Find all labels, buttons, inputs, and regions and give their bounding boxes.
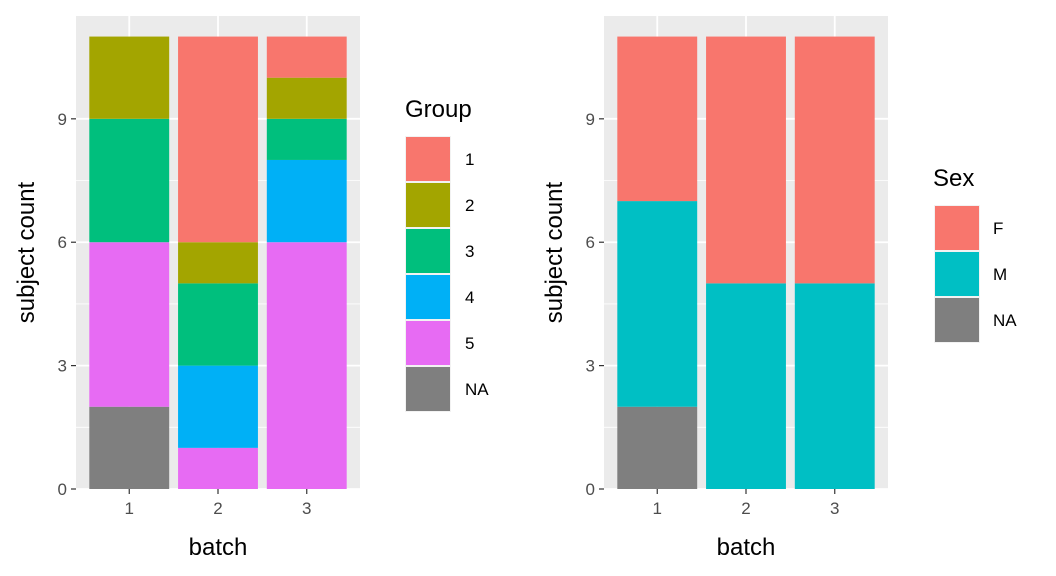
bar-segment-3-2	[266, 77, 347, 119]
bar-segment-3-4	[266, 159, 347, 243]
x-tick-label: 1	[125, 499, 134, 518]
bar-segment-3-M	[794, 283, 875, 489]
legend-title: Group	[405, 96, 472, 123]
y-tick-label: 0	[58, 480, 67, 499]
legend-label-F: F	[993, 219, 1003, 238]
legend-key-NA	[406, 367, 450, 411]
bar-segment-1-NA	[617, 406, 698, 489]
bar-segment-1-M	[617, 201, 698, 407]
x-tick-label: 3	[302, 499, 311, 518]
y-tick-label: 6	[586, 233, 595, 252]
legend-label-4: 4	[465, 288, 474, 307]
y-tick-label: 3	[58, 357, 67, 376]
bar-segment-3-5	[266, 242, 347, 489]
x-tick-label: 3	[830, 499, 839, 518]
legend-title: Sex	[933, 165, 974, 192]
x-tick-label: 2	[741, 499, 750, 518]
bar-segment-2-3	[178, 283, 258, 366]
y-axis-title: subject count	[541, 181, 568, 323]
legend-label-NA: NA	[993, 311, 1017, 330]
legend-key-4	[406, 275, 450, 319]
bar-segment-1-NA	[89, 406, 170, 489]
y-tick-label: 6	[58, 233, 67, 252]
y-axis-title: subject count	[13, 181, 40, 323]
legend-label-NA: NA	[465, 380, 489, 399]
legend: Sex F M NA	[933, 165, 1017, 343]
legend-label-M: M	[993, 265, 1007, 284]
x-axis-title: batch	[717, 534, 776, 561]
bar-segment-2-1	[178, 36, 258, 243]
bar-segment-3-F	[794, 36, 875, 284]
bar-segment-3-1	[266, 36, 347, 78]
bar-segment-2-F	[706, 36, 786, 284]
y-tick-label: 3	[586, 357, 595, 376]
legend-key-F	[935, 206, 979, 250]
bar-segment-1-F	[617, 36, 698, 202]
legend-label-5: 5	[465, 334, 474, 353]
y-tick-label: 9	[58, 110, 67, 129]
bar-segment-2-5	[178, 447, 258, 489]
bar-segment-1-5	[89, 242, 170, 407]
legend-key-NA	[935, 298, 979, 342]
legend-key-3	[406, 229, 450, 273]
bar-segment-2-2	[178, 242, 258, 284]
bar-segment-1-3	[89, 118, 170, 243]
x-tick-label: 2	[213, 499, 222, 518]
bar-segment-3-3	[266, 118, 347, 160]
legend-label-3: 3	[465, 242, 474, 261]
x-tick-label: 1	[653, 499, 662, 518]
x-axis-title: batch	[189, 534, 248, 561]
legend-label-2: 2	[465, 196, 474, 215]
legend-label-1: 1	[465, 150, 474, 169]
bar-segment-2-4	[178, 365, 258, 448]
legend: Group 1 2 3 4 5 NA	[405, 96, 489, 412]
legend-key-M	[935, 252, 979, 296]
legend-key-5	[406, 321, 450, 365]
y-tick-label: 0	[586, 480, 595, 499]
bar-segment-1-2	[89, 36, 170, 119]
legend-key-1	[406, 137, 450, 181]
legend-key-2	[406, 183, 450, 227]
bar-segment-2-M	[706, 283, 786, 489]
y-tick-label: 9	[586, 110, 595, 129]
